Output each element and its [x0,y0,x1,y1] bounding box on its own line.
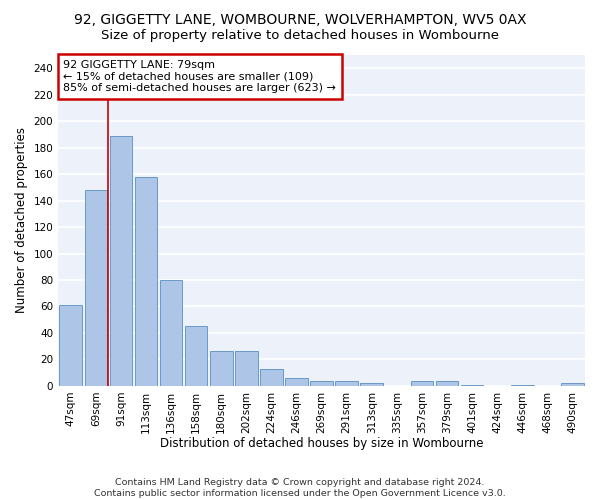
Text: 92, GIGGETTY LANE, WOMBOURNE, WOLVERHAMPTON, WV5 0AX: 92, GIGGETTY LANE, WOMBOURNE, WOLVERHAMP… [74,12,526,26]
Bar [210,352,233,386]
Bar [134,177,157,386]
Text: 92 GIGGETTY LANE: 79sqm
← 15% of detached houses are smaller (109)
85% of semi-d: 92 GIGGETTY LANE: 79sqm ← 15% of detache… [64,60,337,93]
Bar [160,280,182,386]
Bar [310,380,333,386]
Bar [85,190,107,386]
Y-axis label: Number of detached properties: Number of detached properties [15,128,28,314]
Bar [361,383,383,386]
Bar [260,368,283,386]
Bar [235,352,257,386]
Bar [59,305,82,386]
Bar [185,326,208,386]
Bar [285,378,308,386]
Text: Contains HM Land Registry data © Crown copyright and database right 2024.
Contai: Contains HM Land Registry data © Crown c… [94,478,506,498]
X-axis label: Distribution of detached houses by size in Wombourne: Distribution of detached houses by size … [160,437,484,450]
Bar [335,380,358,386]
Bar [436,380,458,386]
Text: Size of property relative to detached houses in Wombourne: Size of property relative to detached ho… [101,29,499,42]
Bar [511,384,533,386]
Bar [410,380,433,386]
Bar [561,383,584,386]
Bar [110,136,132,386]
Bar [461,384,484,386]
